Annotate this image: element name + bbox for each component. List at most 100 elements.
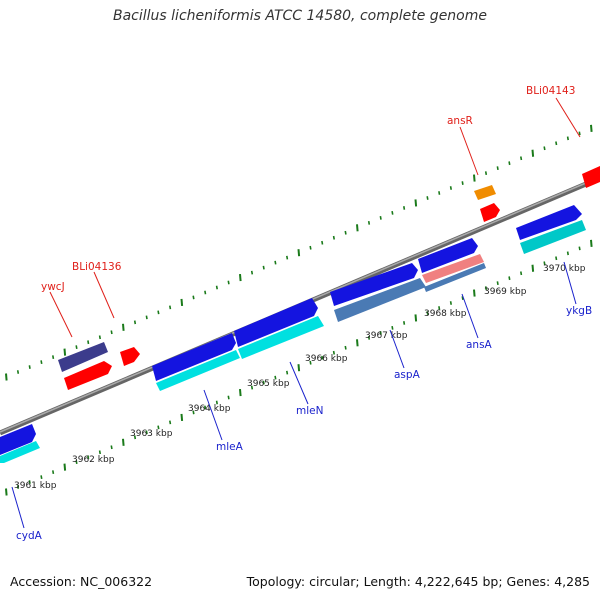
- scale-tick: [215, 285, 218, 290]
- scale-tick: [274, 375, 277, 380]
- scale-tick: [180, 298, 184, 306]
- scale-tick: [403, 321, 406, 325]
- gene-feature-mleA[interactable]: [152, 333, 240, 391]
- scale-tick: [344, 345, 347, 350]
- gene-feature-ywcJ[interactable]: [58, 342, 112, 390]
- gene-feature-ykgB[interactable]: [516, 205, 586, 254]
- scale-tick: [110, 445, 113, 450]
- scale-tick: [414, 199, 418, 207]
- scale-label: 3961 kbp: [14, 481, 57, 491]
- scale-tick: [192, 295, 195, 300]
- scale-tick: [98, 450, 101, 455]
- gene-label-ywcJ[interactable]: ywcJ: [41, 281, 65, 293]
- accession-text: Accession: NC_006322: [10, 574, 153, 589]
- scale-tick: [262, 265, 265, 270]
- scale-tick: [531, 149, 535, 157]
- scale-label: 3970 kbp: [543, 264, 586, 274]
- scale-tick: [297, 249, 301, 257]
- scale-tick: [227, 395, 230, 400]
- gene-label-cydA[interactable]: cydA: [16, 530, 43, 542]
- scale-tick: [332, 350, 335, 355]
- scale-tick: [5, 488, 8, 496]
- scale-tick: [286, 370, 289, 375]
- scale-tick: [52, 355, 55, 359]
- gene-label-ansR[interactable]: ansR: [447, 115, 473, 127]
- gene-label-BLi04136[interactable]: BLi04136: [72, 261, 122, 273]
- scale-tick: [566, 251, 569, 256]
- scale-tick: [63, 348, 67, 356]
- scale-tick: [133, 435, 137, 440]
- scale-tick: [169, 420, 172, 425]
- scale-tick: [332, 235, 335, 240]
- scale-tick: [484, 286, 488, 291]
- gene-label-aspA[interactable]: aspA: [394, 369, 421, 381]
- scale-tick: [5, 373, 8, 381]
- scale-tick: [87, 455, 90, 460]
- gene-feature-aspA[interactable]: [330, 263, 426, 322]
- gene-labels: cydA ywcJ BLi04136 mleA mleN aspA ansA a…: [16, 85, 592, 542]
- scale-tick: [496, 166, 499, 171]
- scale-tick: [122, 323, 125, 331]
- scale-ticks-bottom: [5, 239, 593, 496]
- scale-tick: [449, 186, 452, 190]
- gene-label-BLi04143[interactable]: BLi04143: [526, 85, 575, 97]
- scale-tick: [461, 296, 464, 300]
- gene-track: [0, 166, 600, 463]
- scale-tick: [426, 196, 429, 200]
- gene-feature-cydA[interactable]: [0, 424, 40, 463]
- scale-tick: [215, 400, 218, 405]
- scale-tick: [40, 360, 43, 364]
- scale-tick: [157, 425, 160, 430]
- map-title: Bacillus licheniformis ATCC 14580, compl…: [113, 8, 487, 24]
- scale-tick: [473, 174, 476, 182]
- scale-tick: [98, 335, 101, 340]
- scale-tick: [239, 388, 242, 397]
- gene-feature-BLi04143[interactable]: [582, 166, 600, 188]
- gene-feature-ansR[interactable]: [474, 185, 500, 222]
- gene-label-mleN[interactable]: mleN: [296, 405, 323, 417]
- scale-tick: [75, 345, 78, 350]
- scale-tick: [309, 360, 312, 365]
- gene-label-ykgB[interactable]: ykgB: [566, 305, 592, 317]
- gene-label-mleA[interactable]: mleA: [216, 441, 244, 453]
- scale-tick: [367, 220, 371, 225]
- scale-label: 3966 kbp: [305, 354, 348, 364]
- scale-tick: [473, 289, 476, 297]
- scale-tick: [484, 171, 488, 176]
- scale-tick: [40, 475, 43, 479]
- scale-tick: [297, 364, 301, 372]
- scale-labels: 3961 kbp 3962 kbp 3963 kbp 3964 kbp 3965…: [14, 264, 586, 491]
- scale-tick: [379, 330, 382, 335]
- gene-label-ansA[interactable]: ansA: [466, 339, 493, 351]
- gene-feature-ansA[interactable]: [418, 238, 486, 292]
- scale-tick: [531, 264, 535, 272]
- scale-tick: [169, 305, 172, 310]
- scale-tick: [590, 239, 593, 247]
- scale-label: 3964 kbp: [188, 404, 231, 414]
- scale-tick: [16, 485, 20, 489]
- scale-tick: [122, 438, 125, 446]
- scale-tick: [28, 480, 31, 484]
- scale-tick: [52, 470, 55, 474]
- scale-tick: [391, 211, 394, 215]
- scale-tick: [239, 273, 242, 282]
- scale-tick: [250, 270, 254, 275]
- scale-tick: [438, 306, 441, 310]
- scale-ticks-top: [5, 124, 593, 381]
- gene-label-leaders: [11, 97, 581, 529]
- scale-tick: [110, 330, 113, 335]
- scale-tick: [262, 380, 265, 385]
- scale-tick: [157, 310, 160, 315]
- scale-tick: [566, 136, 569, 141]
- topology-text: Topology: circular; Length: 4,222,645 bp…: [246, 574, 590, 589]
- scale-tick: [578, 131, 581, 136]
- scale-tick: [438, 191, 441, 195]
- scale-tick: [227, 280, 230, 285]
- scale-label: 3968 kbp: [424, 309, 467, 319]
- gene-feature-mleN[interactable]: [234, 298, 324, 359]
- scale-tick: [555, 141, 558, 146]
- gene-feature-BLi04136[interactable]: [120, 347, 140, 366]
- scale-tick: [391, 326, 394, 330]
- scale-tick: [508, 276, 511, 281]
